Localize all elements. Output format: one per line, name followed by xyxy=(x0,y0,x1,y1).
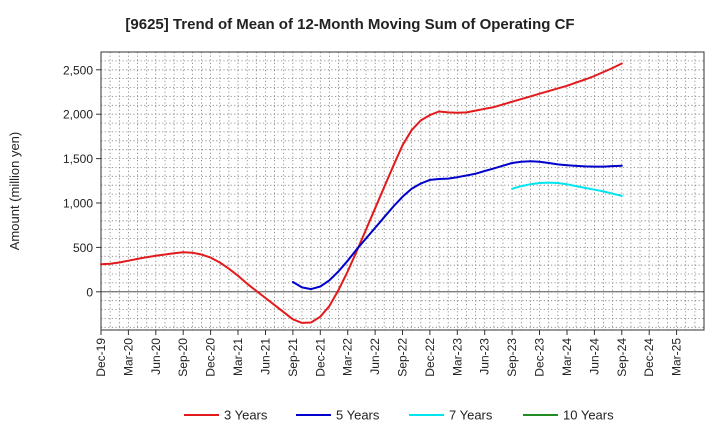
x-tick-label: Dec-22 xyxy=(423,338,437,377)
legend-label-3-years: 3 Years xyxy=(224,408,268,423)
series-line-5-years xyxy=(291,160,623,291)
x-tick-label: Mar-24 xyxy=(560,338,574,376)
x-tick-label: Dec-21 xyxy=(313,338,327,377)
x-tick-label: Jun-24 xyxy=(587,338,601,375)
y-tick-label: 0 xyxy=(86,285,93,299)
y-tick-label: 1,000 xyxy=(63,197,93,211)
x-tick-label: Jun-20 xyxy=(149,338,163,375)
x-tick-label: Jun-22 xyxy=(368,338,382,375)
grid xyxy=(101,51,704,330)
x-tick-label: Mar-21 xyxy=(231,338,245,376)
x-tick-label: Sep-23 xyxy=(505,338,519,377)
axes: 0 500 1,000 1,500 2,000 2,500 Dec-19 Mar-20 Jun-… xyxy=(63,51,705,377)
x-tick-label: Jun-21 xyxy=(259,338,273,375)
x-tick-label: Sep-20 xyxy=(176,338,190,377)
x-tick-label: Mar-22 xyxy=(341,338,355,376)
x-tick-label: Mar-20 xyxy=(121,338,135,376)
x-tick-label: Sep-21 xyxy=(286,338,300,377)
x-tick-label: Dec-24 xyxy=(642,338,656,377)
series-lines xyxy=(100,62,623,324)
series-line-7-years xyxy=(511,181,623,197)
chart-title: [9625] Trend of Mean of 12-Month Moving … xyxy=(125,16,574,33)
x-tick-label: Sep-22 xyxy=(396,338,410,377)
series-line-3-years xyxy=(100,62,623,324)
x-tick-label: Mar-25 xyxy=(670,338,684,376)
x-tick-label: Dec-23 xyxy=(533,338,547,377)
legend: 3 Years 5 Years 7 Years 10 Years xyxy=(184,408,614,423)
y-axis-label: Amount (million yen) xyxy=(7,132,22,251)
x-tick-label: Sep-24 xyxy=(615,338,629,377)
y-tick-label: 500 xyxy=(73,241,93,255)
x-tick-label: Dec-20 xyxy=(204,338,218,377)
y-tick-label: 1,500 xyxy=(63,152,93,166)
x-tick-label: Dec-19 xyxy=(94,338,108,377)
y-tick-label: 2,000 xyxy=(63,108,93,122)
legend-label-5-years: 5 Years xyxy=(336,408,380,423)
x-tick-label: Jun-23 xyxy=(478,338,492,375)
legend-label-7-years: 7 Years xyxy=(449,408,493,423)
y-tick-label: 2,500 xyxy=(63,63,93,77)
plot-area xyxy=(101,52,704,330)
x-tick-label: Mar-23 xyxy=(450,338,464,376)
legend-label-10-years: 10 Years xyxy=(563,408,614,423)
